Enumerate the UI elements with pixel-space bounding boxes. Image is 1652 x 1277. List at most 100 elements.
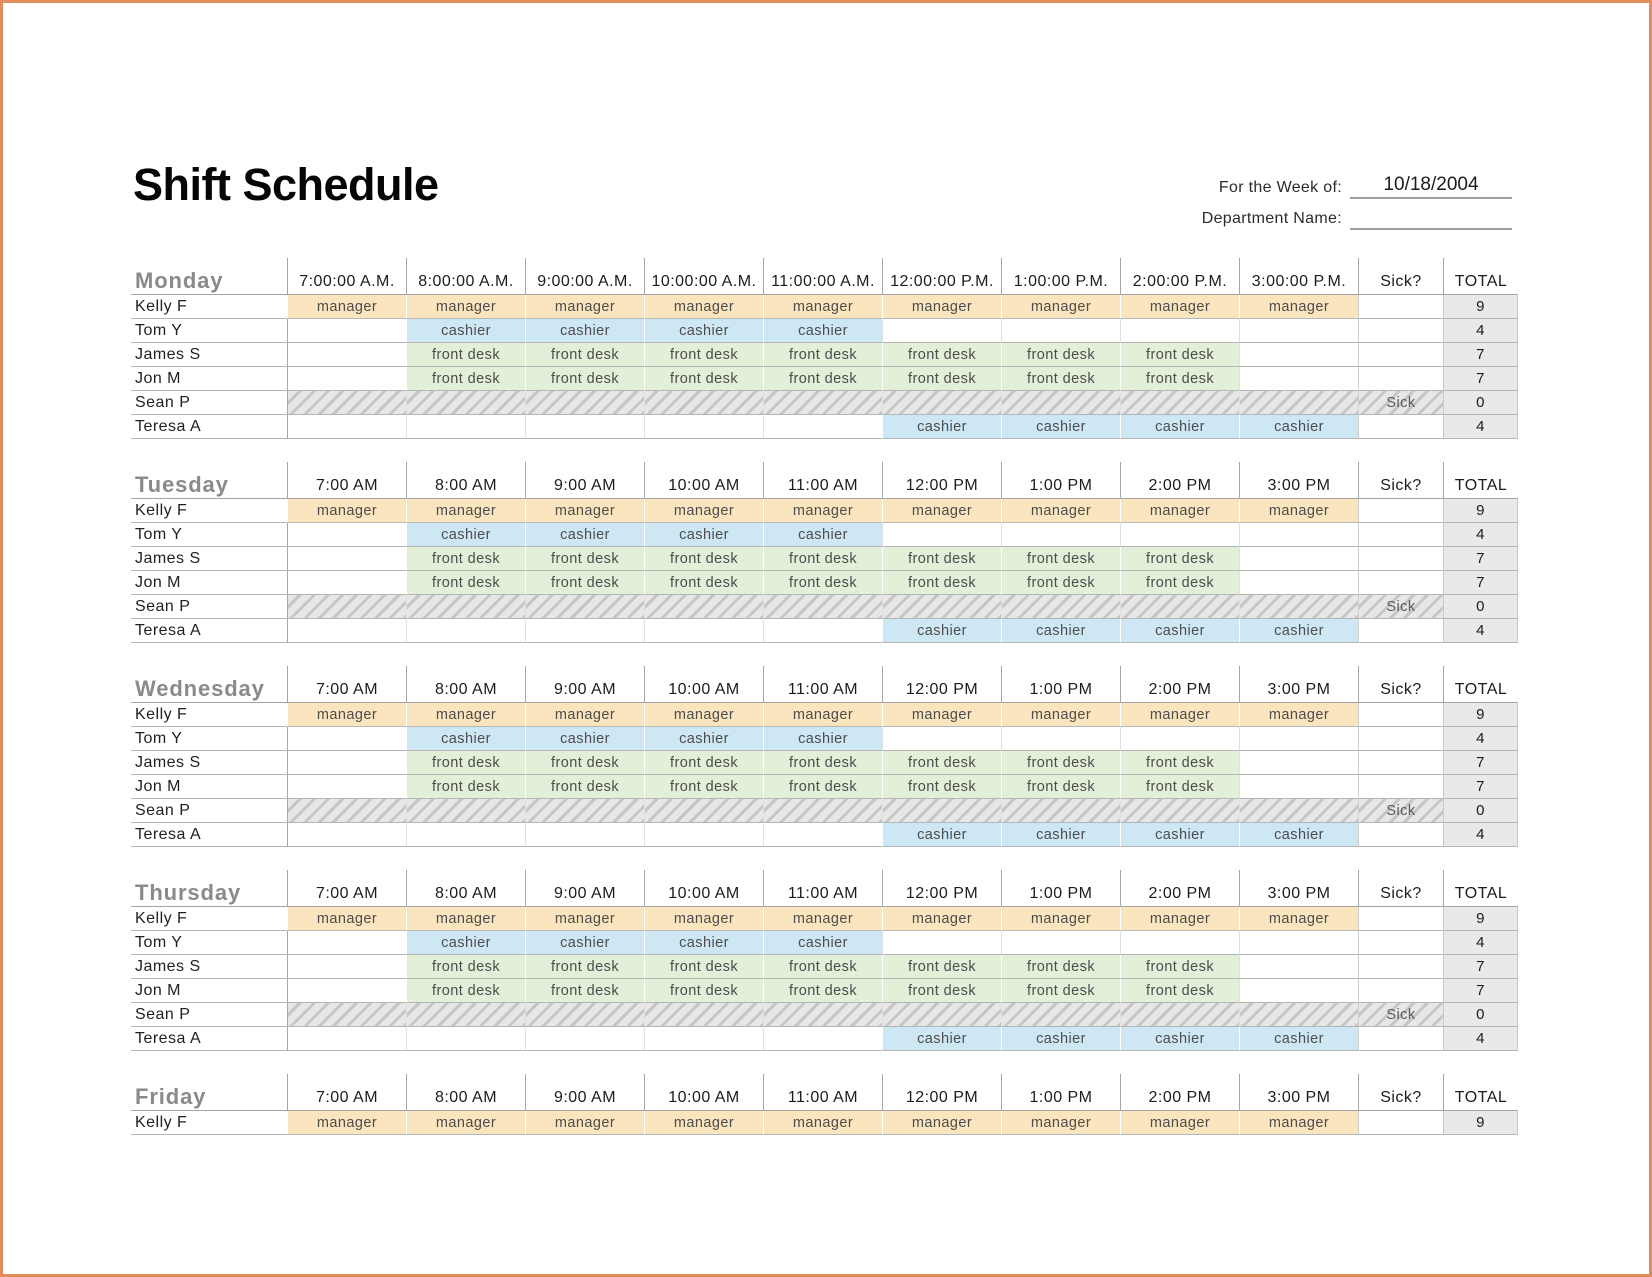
shift-cell: manager: [1120, 703, 1239, 727]
page-title: Shift Schedule: [133, 159, 439, 210]
shift-cell: [1239, 727, 1358, 751]
total-cell: 9: [1443, 295, 1518, 319]
shift-cell: [287, 571, 406, 595]
department-field[interactable]: [1350, 204, 1512, 230]
day-label: Friday: [131, 1074, 287, 1111]
day-header-row: Monday 7:00:00 A.M. 8:00:00 A.M. 9:00:00 A.…: [131, 258, 1518, 295]
shift-cell: front desk: [882, 343, 1001, 367]
time-header: 9:00 AM: [525, 666, 644, 703]
shift-cell: cashier: [406, 727, 525, 751]
shift-cell: [525, 391, 644, 415]
shift-cell: front desk: [763, 751, 882, 775]
shift-cell: front desk: [644, 751, 763, 775]
shift-cell: [644, 799, 763, 823]
total-cell: 4: [1443, 1027, 1518, 1051]
time-header: 10:00 AM: [644, 462, 763, 499]
shift-cell: front desk: [882, 775, 1001, 799]
time-header: 10:00:00 A.M.: [644, 258, 763, 295]
time-header: 12:00 PM: [882, 870, 1001, 907]
shift-cell: cashier: [1001, 1027, 1120, 1051]
time-header: 8:00:00 A.M.: [406, 258, 525, 295]
time-header: 11:00 AM: [763, 870, 882, 907]
total-header: TOTAL: [1443, 1074, 1518, 1111]
shift-cell: [1239, 523, 1358, 547]
total-cell: 7: [1443, 979, 1518, 1003]
shift-cell: cashier: [644, 319, 763, 343]
shift-cell: manager: [1001, 703, 1120, 727]
shift-cell: front desk: [525, 979, 644, 1003]
shift-cell: [1001, 1003, 1120, 1027]
shift-cell: [882, 727, 1001, 751]
shift-cell: [1001, 595, 1120, 619]
total-cell: 4: [1443, 823, 1518, 847]
shift-cell: cashier: [1239, 415, 1358, 439]
shift-cell: manager: [287, 703, 406, 727]
total-cell: 7: [1443, 751, 1518, 775]
shift-cell: [763, 799, 882, 823]
time-header: 11:00 AM: [763, 1074, 882, 1111]
sick-cell: [1358, 523, 1443, 547]
time-header: 8:00 AM: [406, 462, 525, 499]
sick-cell: Sick: [1358, 595, 1443, 619]
time-header: 2:00 PM: [1120, 1074, 1239, 1111]
shift-cell: front desk: [763, 955, 882, 979]
total-cell: 0: [1443, 595, 1518, 619]
shift-cell: manager: [525, 907, 644, 931]
shift-cell: front desk: [406, 775, 525, 799]
shift-cell: [287, 955, 406, 979]
sick-header: Sick?: [1358, 1074, 1443, 1111]
shift-cell: [406, 799, 525, 823]
total-cell: 7: [1443, 571, 1518, 595]
shift-cell: [1001, 931, 1120, 955]
shift-cell: [287, 415, 406, 439]
time-header: 12:00:00 P.M.: [882, 258, 1001, 295]
shift-cell: manager: [1239, 499, 1358, 523]
total-cell: 0: [1443, 1003, 1518, 1027]
shift-cell: [882, 1003, 1001, 1027]
day-section-monday: Monday 7:00:00 A.M. 8:00:00 A.M. 9:00:00 A.…: [131, 258, 1518, 439]
day-table-tuesday: Tuesday 7:00 AM 8:00 AM 9:00 AM 10:00 AM 11:0…: [131, 462, 1518, 643]
sick-cell: [1358, 1111, 1443, 1135]
shift-cell: front desk: [763, 775, 882, 799]
shift-cell: front desk: [406, 571, 525, 595]
time-header: 2:00 PM: [1120, 462, 1239, 499]
shift-cell: cashier: [525, 931, 644, 955]
shift-cell: front desk: [406, 979, 525, 1003]
shift-cell: [644, 391, 763, 415]
day-header-row: Wednesday 7:00 AM 8:00 AM 9:00 AM 10:00 AM 11…: [131, 666, 1518, 703]
shift-cell: [287, 523, 406, 547]
shift-cell: manager: [406, 1111, 525, 1135]
shift-cell: [525, 1027, 644, 1051]
total-cell: 7: [1443, 775, 1518, 799]
employee-name: Jon M: [131, 571, 287, 595]
shift-cell: front desk: [882, 751, 1001, 775]
shift-cell: manager: [1120, 1111, 1239, 1135]
shift-cell: [1120, 727, 1239, 751]
shift-cell: manager: [882, 1111, 1001, 1135]
shift-cell: cashier: [644, 931, 763, 955]
shift-cell: front desk: [882, 571, 1001, 595]
shift-cell: manager: [1239, 295, 1358, 319]
shift-cell: front desk: [1001, 775, 1120, 799]
employee-name: Jon M: [131, 775, 287, 799]
time-header: 11:00 AM: [763, 462, 882, 499]
shift-cell: cashier: [763, 523, 882, 547]
shift-cell: front desk: [1001, 571, 1120, 595]
shift-cell: front desk: [644, 775, 763, 799]
time-header: 11:00:00 A.M.: [763, 258, 882, 295]
shift-cell: [287, 727, 406, 751]
shift-cell: manager: [1001, 499, 1120, 523]
shift-cell: manager: [644, 703, 763, 727]
shift-cell: [1239, 1003, 1358, 1027]
shift-cell: cashier: [882, 619, 1001, 643]
week-of-label: For the Week of:: [1218, 179, 1342, 196]
shift-cell: [644, 823, 763, 847]
shift-cell: manager: [763, 703, 882, 727]
sick-cell: [1358, 703, 1443, 727]
week-of-field[interactable]: 10/18/2004: [1350, 173, 1512, 199]
employee-name: Tom Y: [131, 727, 287, 751]
time-header: 2:00 PM: [1120, 870, 1239, 907]
employee-name: Sean P: [131, 799, 287, 823]
